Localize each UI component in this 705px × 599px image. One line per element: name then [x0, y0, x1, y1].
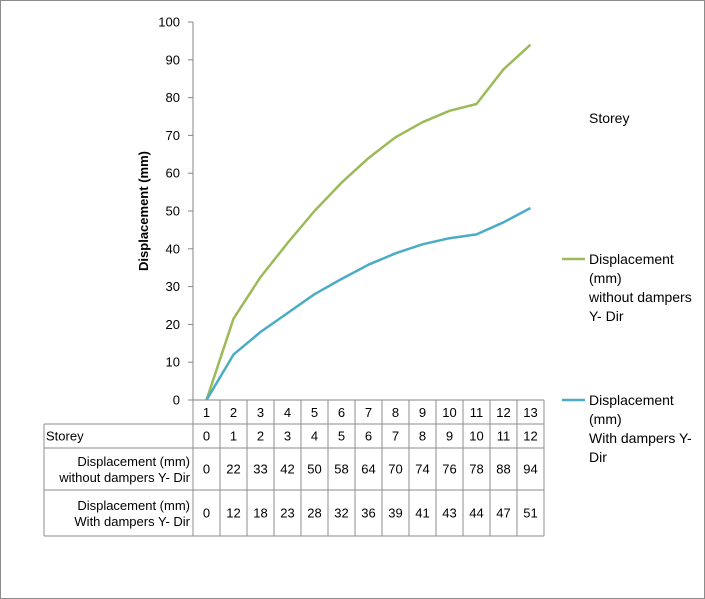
y-axis-label: Displacement (mm) [136, 151, 151, 271]
y-tick-label: 20 [166, 317, 180, 332]
y-tick-label: 10 [166, 355, 180, 370]
y-tick-label: 0 [173, 393, 180, 408]
table-cell-value: 76 [442, 462, 456, 477]
table-cell-value: 18 [253, 506, 267, 521]
x-tick-label: 7 [365, 405, 372, 420]
table-cell-value: 47 [496, 506, 510, 521]
axes [192, 22, 544, 401]
x-tick-label: 12 [496, 405, 510, 420]
table-row-label: Displacement (mm) [77, 454, 190, 469]
y-tick-label: 100 [158, 15, 180, 30]
legend-entry: (mm) [589, 411, 622, 427]
table-cell-value: 0 [203, 462, 210, 477]
table-cell-value: 64 [361, 462, 375, 477]
legend-entry: Displacement [589, 392, 674, 408]
table-cell-value: 4 [311, 429, 318, 444]
y-tick-label: 80 [166, 90, 180, 105]
table-cell-value: 94 [523, 462, 537, 477]
x-tick-label: 11 [470, 405, 484, 420]
table-cell-value: 88 [496, 462, 510, 477]
table-cell-value: 0 [203, 429, 210, 444]
table-cell-value: 10 [469, 429, 483, 444]
table-cell-value: 5 [338, 429, 345, 444]
table-cell-value: 7 [392, 429, 399, 444]
table-cell-value: 51 [523, 506, 537, 521]
legend-entry: (mm) [589, 270, 622, 286]
table-cell-value: 22 [226, 462, 240, 477]
table-row-label: With dampers Y- Dir [74, 514, 190, 529]
legend-entry: Displacement [589, 251, 674, 267]
y-axis-title: Displacement (mm) [136, 151, 151, 271]
table-row-label: Displacement (mm) [77, 498, 190, 513]
y-tick-label: 90 [166, 52, 180, 67]
table-cell-value: 33 [253, 462, 267, 477]
series-line-2 [205, 206, 532, 401]
table-cell-value: 28 [307, 506, 321, 521]
x-tick-label: 5 [311, 405, 318, 420]
y-tick-label: 30 [166, 279, 180, 294]
table-cell-value: 36 [361, 506, 375, 521]
table-row-label: Storey [46, 429, 84, 444]
table-cell-value: 8 [419, 429, 426, 444]
legend-entry: With dampers Y- [589, 430, 692, 446]
legend-entry: Y- Dir [589, 308, 624, 324]
table-cell-value: 6 [365, 429, 372, 444]
table-cell-value: 78 [469, 462, 483, 477]
x-tick-label: 13 [523, 405, 537, 420]
table-cell-value: 74 [415, 462, 429, 477]
table-cell-value: 44 [469, 506, 483, 521]
y-tick-label: 50 [166, 204, 180, 219]
y-tick-label: 40 [166, 241, 180, 256]
x-tick-label: 9 [419, 405, 426, 420]
y-tick-label: 70 [166, 128, 180, 143]
table-cell-value: 12 [226, 506, 240, 521]
x-tick-label: 8 [392, 405, 399, 420]
table-cell-value: 23 [280, 506, 294, 521]
table-cell-value: 39 [388, 506, 402, 521]
x-tick-label: 10 [442, 405, 456, 420]
series-lines [205, 43, 532, 401]
y-axis-ticks: 0 10 20 30 40 50 60 70 80 90 100 [158, 15, 193, 408]
table-cell-value: 3 [284, 429, 291, 444]
table-cell-value: 43 [442, 506, 456, 521]
x-tick-label: 4 [284, 405, 291, 420]
table-cell-value: 42 [280, 462, 294, 477]
legend-entry: Dir [589, 449, 607, 465]
x-tick-label: 1 [203, 405, 210, 420]
table-cell-value: 11 [497, 429, 511, 444]
table-cell-value: 50 [307, 462, 321, 477]
legend: Storey Displacement (mm) without dampers Y- … [562, 110, 692, 465]
table-cell-value: 41 [415, 506, 429, 521]
table-cell-value: 12 [523, 429, 537, 444]
y-tick-label: 60 [166, 166, 180, 181]
table-cell-value: 58 [334, 462, 348, 477]
table-cell-value: 70 [388, 462, 402, 477]
legend-entry: Storey [589, 110, 629, 126]
table-cell-value: 32 [334, 506, 348, 521]
x-tick-label: 6 [338, 405, 345, 420]
table-cell-value: 0 [203, 506, 210, 521]
table-cell-value: 2 [257, 429, 264, 444]
series-line-1 [205, 43, 532, 401]
table-cell-value: 9 [446, 429, 453, 444]
x-tick-label: 3 [257, 405, 264, 420]
table-row-label: without dampers Y- Dir [58, 470, 190, 485]
x-tick-label: 2 [230, 405, 237, 420]
legend-entry: without dampers [588, 289, 692, 305]
table-cell-value: 1 [230, 429, 237, 444]
